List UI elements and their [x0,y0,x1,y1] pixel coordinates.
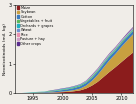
Y-axis label: Neonicotinoids (mil. kg): Neonicotinoids (mil. kg) [3,23,7,75]
Legend: Maize, Soybean, Cotton, Vegetables + fruit, Orchards + grapes, Wheat, Rice, Past: Maize, Soybean, Cotton, Vegetables + fru… [17,6,54,46]
